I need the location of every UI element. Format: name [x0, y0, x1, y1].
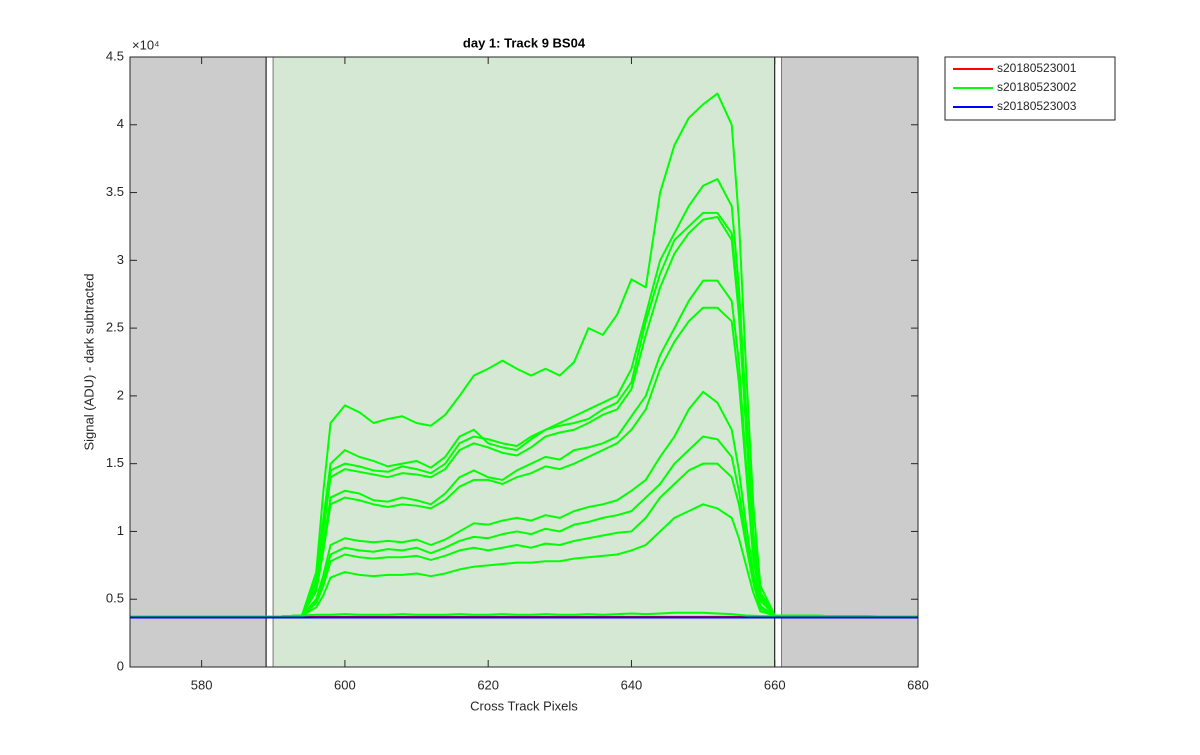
- y-axis-label: Signal (ADU) - dark subtracted: [81, 273, 96, 450]
- series-line: [130, 211, 919, 618]
- x-tick-label: 580: [191, 677, 213, 692]
- y-tick-label: 2.5: [106, 320, 124, 335]
- x-axis-label: Cross Track Pixels: [470, 698, 578, 713]
- region: [130, 57, 267, 667]
- y-tick-label: 1: [117, 523, 124, 538]
- x-tick-label: 680: [907, 677, 929, 692]
- y-tick-label: 1.5: [106, 455, 124, 470]
- series-line: [130, 611, 919, 618]
- series-line: [130, 390, 919, 618]
- legend-label: s20180523001: [997, 61, 1077, 75]
- chart-title: day 1: Track 9 BS04: [463, 35, 586, 50]
- x-tick-label: 620: [477, 677, 499, 692]
- x-tick-label: 660: [764, 677, 786, 692]
- series-line: [130, 178, 919, 618]
- y-tick-label: 3.5: [106, 184, 124, 199]
- legend-label: s20180523003: [997, 99, 1077, 113]
- region: [774, 56, 783, 668]
- x-tick-label: 640: [621, 677, 643, 692]
- region: [781, 57, 918, 667]
- region: [265, 56, 274, 668]
- y-tick-label: 0.5: [106, 591, 124, 606]
- series-line: [130, 503, 919, 618]
- y-tick-label: 2: [117, 387, 124, 402]
- region: [273, 57, 775, 667]
- legend-label: s20180523002: [997, 80, 1077, 94]
- series-line: [130, 92, 919, 618]
- series-line: [130, 306, 919, 618]
- y-tick-label: 0: [117, 658, 124, 673]
- y-tick-label: 4.5: [106, 48, 124, 63]
- y-tick-label: 3: [117, 252, 124, 267]
- series-line: [130, 279, 919, 618]
- x-tick-label: 600: [334, 677, 356, 692]
- series-line: [130, 215, 919, 618]
- series-line: [130, 462, 919, 618]
- axes-box: [129, 56, 919, 668]
- y-multiplier: ×10⁴: [132, 37, 160, 52]
- y-tick-label: 4: [117, 116, 124, 131]
- series-line: [130, 435, 919, 618]
